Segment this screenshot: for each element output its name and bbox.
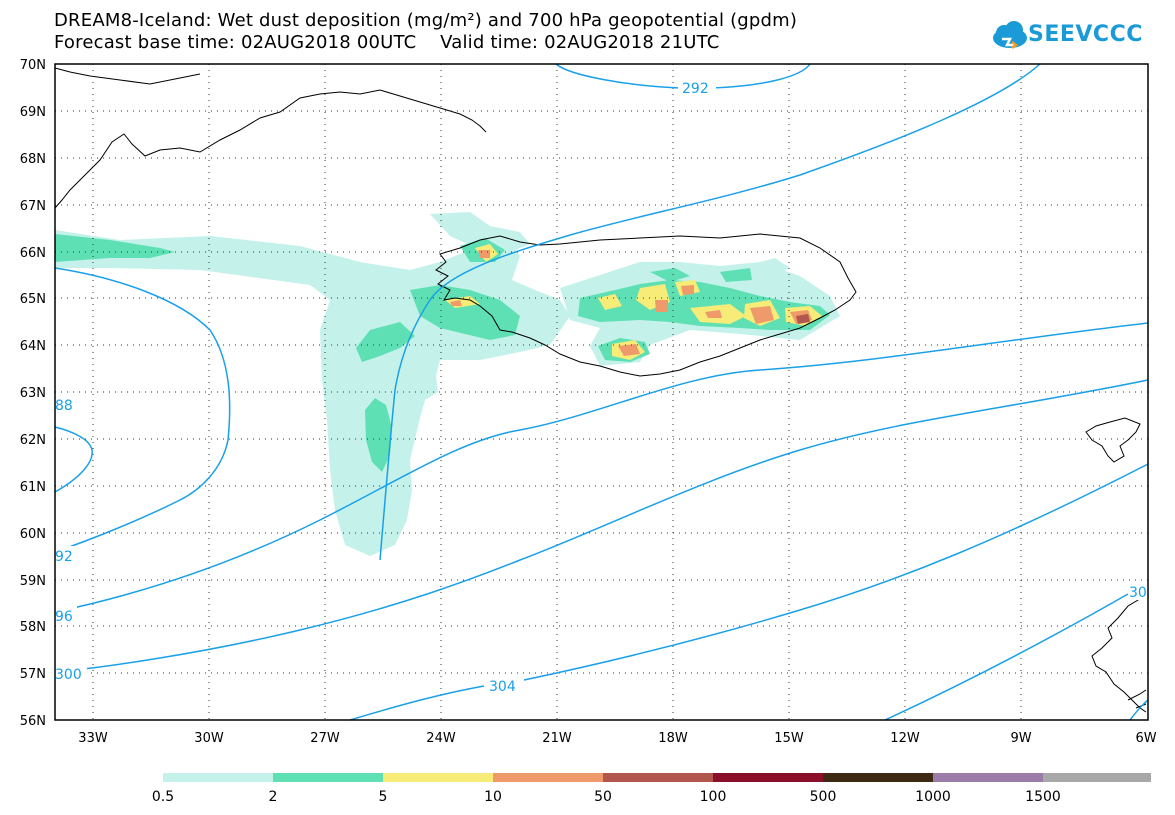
coastline (54, 67, 1147, 713)
map-frame (54, 63, 1149, 721)
lat-label: 66N (20, 246, 46, 261)
lat-label: 70N (20, 58, 46, 73)
latitude-labels: 70N 69N 68N 67N 66N 65N 64N 63N 62N 61N … (20, 58, 46, 729)
lon-label: 15W (774, 731, 804, 746)
legend-label: 100 (700, 789, 727, 805)
lat-label: 65N (20, 292, 46, 307)
graticule (55, 64, 1148, 720)
legend-swatch (493, 773, 603, 782)
lat-label: 63N (20, 386, 46, 401)
lat-label: 67N (20, 199, 46, 214)
legend-swatch (933, 773, 1043, 782)
contour-label-92: 92 (55, 549, 73, 565)
contour-labels: 292 88 92 96 300 304 30 (55, 78, 1148, 695)
legend-swatch (163, 773, 273, 782)
legend-label: 5 (379, 789, 388, 805)
map-subtitle-times: Forecast base time: 02AUG2018 00UTC Vali… (54, 32, 720, 53)
contour-label-30: 30 (1129, 585, 1147, 601)
seevccc-logo: SEEVCCC (990, 18, 1170, 60)
legend-swatch (713, 773, 823, 782)
lat-label: 56N (20, 714, 46, 729)
legend-swatch (1043, 773, 1151, 782)
lat-label: 61N (20, 480, 46, 495)
contour-label-88: 88 (55, 398, 73, 414)
lon-label: 33W (78, 731, 108, 746)
legend-label: 10 (484, 789, 502, 805)
contour-label-292: 292 (682, 81, 709, 97)
lon-label: 18W (658, 731, 688, 746)
lon-label: 21W (542, 731, 572, 746)
color-legend: 0.5 2 5 10 50 100 500 1000 1500 (152, 773, 1151, 805)
lat-label: 68N (20, 152, 46, 167)
lon-label: 12W (890, 731, 920, 746)
legend-label: 1500 (1025, 789, 1061, 805)
lon-label: 9W (1010, 731, 1031, 746)
legend-swatch (273, 773, 383, 782)
longitude-labels: 33W 30W 27W 24W 21W 18W 15W 12W 9W 6W (78, 731, 1156, 746)
lat-label: 59N (20, 574, 46, 589)
legend-label: 0.5 (152, 789, 174, 805)
lat-label: 64N (20, 339, 46, 354)
lon-label: 27W (310, 731, 340, 746)
contour-label-96: 96 (55, 609, 73, 625)
legend-swatch (603, 773, 713, 782)
lat-label: 58N (20, 620, 46, 635)
map-title: DREAM8-Iceland: Wet dust deposition (mg/… (54, 10, 798, 31)
lat-label: 57N (20, 667, 46, 682)
lat-label: 60N (20, 527, 46, 542)
contour-label-304: 304 (489, 679, 516, 695)
lon-label: 24W (426, 731, 456, 746)
logo-text: SEEVCCC (1028, 22, 1143, 47)
legend-swatch (823, 773, 933, 782)
lon-label: 6W (1135, 731, 1156, 746)
dust-deposition-field (55, 212, 840, 556)
lon-label: 30W (194, 731, 224, 746)
legend-label: 1000 (915, 789, 951, 805)
lat-label: 62N (20, 433, 46, 448)
lat-label: 69N (20, 105, 46, 120)
contour-label-300: 300 (55, 667, 82, 683)
legend-label: 500 (810, 789, 837, 805)
legend-label: 50 (594, 789, 612, 805)
legend-swatch (383, 773, 493, 782)
legend-label: 2 (269, 789, 278, 805)
geopotential-contours (54, 63, 1149, 721)
cloud-icon (993, 21, 1027, 49)
